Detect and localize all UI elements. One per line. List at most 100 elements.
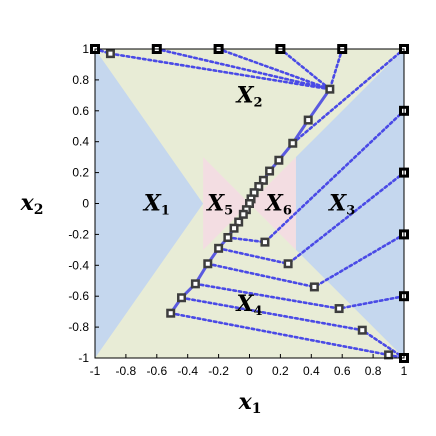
trajectory-marker-center-23 <box>312 284 317 289</box>
trajectory-marker-center-22 <box>286 261 291 266</box>
region-label-subscript: 2 <box>254 95 263 110</box>
y-tick-label-1: -0.8 <box>68 320 89 334</box>
trajectory-marker-center-24 <box>337 306 342 311</box>
connection-line-2 <box>155 47 332 91</box>
region-label-subscript: 5 <box>224 204 233 219</box>
connection-line-6 <box>291 47 406 145</box>
connection-line-14 <box>217 247 290 266</box>
region-4 <box>95 249 404 358</box>
trajectory-marker-center-15 <box>225 235 230 240</box>
connection-line-9 <box>313 233 406 289</box>
y-tick-label-10: 1 <box>82 42 89 56</box>
region-label-subscript: 4 <box>254 304 263 319</box>
y-axis-label-subscript: 2 <box>34 202 44 218</box>
connection-line-10 <box>337 294 406 310</box>
connection-line-17 <box>180 296 364 332</box>
trajectory-marker-center-16 <box>216 246 221 251</box>
x-axis-label: x1 <box>238 389 262 417</box>
x-tick-label-5: 0 <box>246 364 253 378</box>
region-label-2: X2 <box>234 82 262 110</box>
region-label-main: X <box>142 191 162 217</box>
region-label-4: X4 <box>234 291 262 319</box>
region-label-6: X6 <box>264 191 292 219</box>
trajectory-marker-center-8 <box>252 190 257 195</box>
region-3 <box>295 49 404 358</box>
region-1 <box>95 49 204 358</box>
y-tick-label-8: 0.6 <box>72 104 89 118</box>
x-tick-label-1: -0.8 <box>116 364 137 378</box>
dotted-connections <box>93 47 406 360</box>
x-tick-label-0: -1 <box>90 364 101 378</box>
connection-line-3 <box>217 47 332 91</box>
y-axis-label-main: x <box>20 190 35 216</box>
trajectory-marker-center-5 <box>267 169 272 174</box>
trajectory-marker-center-0 <box>108 51 113 56</box>
trajectory-marker-center-21 <box>262 240 267 245</box>
x-tick-label-6: 0.2 <box>272 364 289 378</box>
x-axis-label-main: x <box>238 389 253 415</box>
trajectory-marker-center-10 <box>247 201 252 206</box>
x-tick-label-10: 1 <box>401 364 408 378</box>
trajectory-marker-center-12 <box>241 212 246 217</box>
y-tick-label-7: 0.4 <box>72 135 89 149</box>
connection-line-1 <box>109 52 332 91</box>
region-label-5: X5 <box>205 191 233 219</box>
connection-line-13 <box>226 236 267 244</box>
trajectory-marker-center-9 <box>249 196 254 201</box>
trajectory-marker-center-26 <box>386 352 391 357</box>
trajectory-marker-center-13 <box>236 220 241 225</box>
axes: -1 -0.8 -0.6 -0.4 -0.2 0 0.2 0.4 0.6 0.8 1 -1 -0.8 -0… <box>68 42 407 378</box>
region-label-main: X <box>264 191 284 217</box>
connection-line-11 <box>360 328 406 360</box>
connection-line-18 <box>169 311 390 357</box>
connection-line-5 <box>328 47 344 91</box>
trajectory-marker-center-14 <box>232 226 237 231</box>
region-label-main: X <box>234 291 254 317</box>
trajectory-marker-center-7 <box>256 184 261 189</box>
connection-line-8 <box>286 171 406 266</box>
x-tick-label-3: -0.4 <box>177 364 198 378</box>
region-label-main: X <box>327 191 347 217</box>
region-label-1: X1 <box>142 191 170 219</box>
x-tick-label-7: 0.4 <box>303 364 320 378</box>
connection-line-15 <box>206 262 316 289</box>
connection-line-4 <box>279 47 332 91</box>
x-tick-label-4: -0.2 <box>208 364 229 378</box>
x-axis-label-subscript: 1 <box>252 401 262 417</box>
y-tick-label-2: -0.6 <box>68 289 89 303</box>
region-label-3: X3 <box>327 191 355 219</box>
trajectory-marker-center-4 <box>276 158 281 163</box>
partition-regions <box>95 49 404 358</box>
trajectory-marker-center-11 <box>244 207 249 212</box>
trajectory-marker-center-25 <box>360 328 365 333</box>
trajectory-marker-center-1 <box>327 87 332 92</box>
y-tick-label-5: 0 <box>82 197 89 211</box>
region-label-subscript: 6 <box>283 204 292 219</box>
connection-line-16 <box>194 282 341 310</box>
y-tick-label-9: 0.8 <box>72 73 89 87</box>
trajectory-marker-center-18 <box>193 281 198 286</box>
trajectory-marker-center-6 <box>261 178 266 183</box>
y-tick-label-3: -0.4 <box>68 258 89 272</box>
region-label-main: X <box>205 191 225 217</box>
y-tick-label-0: -1 <box>78 351 89 365</box>
x-tick-label-8: 0.6 <box>334 364 351 378</box>
region-6 <box>249 157 296 250</box>
region-5 <box>203 157 250 250</box>
connection-line-7 <box>263 109 406 244</box>
x-tick-label-9: 0.8 <box>365 364 382 378</box>
region-label-subscript: 1 <box>161 204 170 219</box>
trajectory-marker-center-19 <box>179 295 184 300</box>
trajectory-marker-center-20 <box>168 311 173 316</box>
trajectory-marker-center-3 <box>290 141 295 146</box>
trajectory-marker-center-17 <box>205 261 210 266</box>
region-label-main: X <box>234 82 254 108</box>
x-tick-label-2: -0.6 <box>146 364 167 378</box>
trajectory-marker-center-2 <box>306 118 311 123</box>
y-tick-label-4: -0.2 <box>68 227 89 241</box>
region-label-subscript: 3 <box>346 204 355 219</box>
y-tick-label-6: 0.2 <box>72 166 89 180</box>
